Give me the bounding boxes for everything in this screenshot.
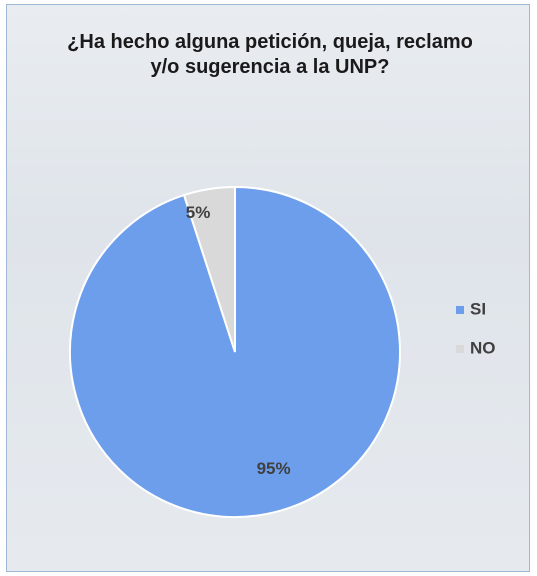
chart: 95% 5% SI NO [0, 0, 537, 576]
legend-swatch [456, 306, 464, 314]
legend-swatch [456, 345, 464, 353]
page: {"chart_data": {"type": "pie", "title": … [0, 0, 537, 576]
data-label: 95% [257, 459, 291, 478]
data-label: 5% [186, 203, 211, 222]
legend-label: NO [470, 338, 496, 357]
legend-label: SI [470, 299, 486, 318]
